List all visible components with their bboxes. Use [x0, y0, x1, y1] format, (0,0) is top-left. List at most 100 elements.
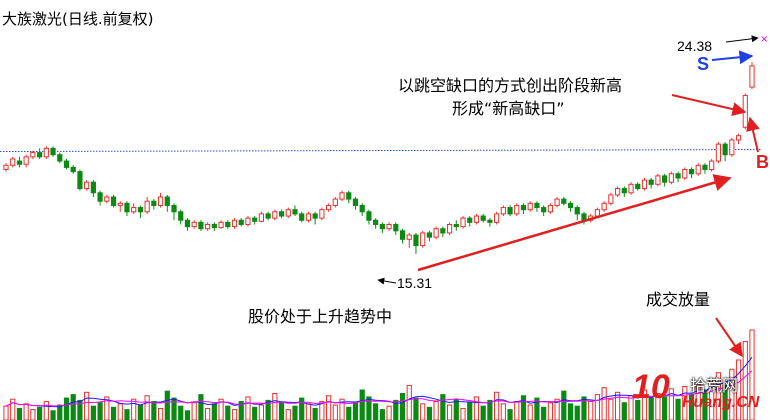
- candle: [312, 211, 318, 225]
- candle-body: [534, 202, 540, 209]
- candle: [494, 211, 500, 225]
- gap-annotation-line1: 以跳空缺口的方式创出阶段新高: [398, 76, 623, 95]
- candle-body: [63, 160, 70, 168]
- candle-body: [541, 207, 547, 213]
- volume-bar: [500, 403, 506, 420]
- candle: [520, 203, 527, 214]
- candle-body: [729, 139, 735, 156]
- candle: [735, 133, 742, 145]
- candle-body: [500, 207, 506, 215]
- candle: [433, 226, 439, 240]
- candle-body: [688, 169, 695, 175]
- volume-bar: [608, 398, 614, 420]
- candle-body: [635, 183, 641, 190]
- high-cross-marker: ×: [760, 34, 768, 45]
- candle-body: [359, 204, 365, 213]
- candle-body: [621, 188, 627, 194]
- candle: [662, 173, 668, 187]
- candle: [668, 171, 674, 185]
- candle-body: [238, 219, 244, 225]
- candle: [688, 167, 695, 178]
- volume-bar: [675, 398, 681, 420]
- volume-bar: [467, 402, 473, 420]
- volume-bar: [70, 394, 76, 420]
- candle-body: [305, 213, 312, 221]
- volume-bar: [339, 398, 345, 420]
- candle-body: [662, 175, 668, 183]
- candle: [3, 163, 9, 172]
- volume-bar: [325, 395, 332, 420]
- gap-pointer-arrow: [671, 94, 747, 116]
- volume-bar: [668, 388, 674, 420]
- chart-title: 大族激光(日线.前复权): [2, 10, 154, 28]
- candle-body: [144, 200, 150, 213]
- candle-body: [285, 209, 291, 217]
- candle-body: [715, 143, 721, 162]
- candle: [131, 203, 137, 214]
- candle: [104, 194, 110, 204]
- candle: [527, 201, 533, 212]
- volume-bar: [373, 403, 379, 420]
- volume-bar: [359, 389, 365, 420]
- volume-bar: [749, 329, 755, 420]
- volume-bar: [37, 406, 43, 420]
- watermark-number: 10: [632, 368, 670, 406]
- volume-bar: [601, 387, 607, 420]
- candle-body: [352, 198, 359, 206]
- candle: [178, 209, 184, 225]
- volume-bar: [735, 359, 742, 420]
- candle: [675, 171, 681, 183]
- volume-bar: [413, 397, 419, 420]
- candle-body: [601, 202, 607, 211]
- annotation-overlays: ×: [377, 34, 768, 358]
- volume-bar: [527, 404, 533, 420]
- candle-body: [312, 213, 318, 219]
- candle-body: [480, 215, 486, 221]
- candle: [554, 196, 560, 208]
- candle: [641, 177, 648, 191]
- volume-bar: [614, 391, 621, 420]
- candle: [30, 150, 36, 159]
- candle-body: [10, 158, 16, 166]
- candle: [90, 180, 96, 197]
- candle-body: [426, 232, 433, 238]
- candle-body: [339, 192, 345, 200]
- candle: [541, 205, 547, 217]
- volume-bar: [117, 403, 123, 420]
- candle: [231, 218, 238, 229]
- volume-bar: [144, 395, 150, 420]
- candle-body: [413, 234, 419, 247]
- candle: [426, 230, 433, 242]
- candle-body: [37, 152, 43, 158]
- volume-bar: [191, 402, 197, 420]
- candle-body: [23, 156, 29, 165]
- candle-body: [299, 213, 305, 221]
- candle-body: [278, 211, 285, 217]
- candle: [420, 230, 426, 248]
- candle-body: [157, 196, 164, 206]
- watermark: 10 拾荒网 Huang.CN: [630, 368, 770, 420]
- volume-bar: [305, 403, 312, 420]
- volume-bar: [453, 398, 459, 420]
- candle-body: [520, 204, 527, 211]
- volume-annotation: 成交放量: [646, 290, 711, 309]
- candle: [84, 180, 90, 191]
- volume-bar: [446, 404, 453, 420]
- volume-pointer-arrow: [715, 317, 743, 358]
- volume-bar: [178, 405, 184, 420]
- volume-bar: [473, 396, 480, 420]
- volume-bar: [184, 410, 191, 420]
- volume-bar: [426, 406, 433, 420]
- candle: [695, 163, 701, 176]
- candle-body: [325, 204, 332, 211]
- candle-body: [70, 166, 76, 173]
- candle: [500, 205, 506, 217]
- volume-bar: [312, 407, 318, 420]
- candle: [225, 220, 231, 229]
- candle-body: [399, 230, 406, 240]
- volume-bar: [433, 401, 439, 420]
- candle-body: [682, 169, 688, 179]
- candle: [211, 222, 217, 231]
- candle: [124, 201, 130, 217]
- candle-body: [722, 143, 728, 156]
